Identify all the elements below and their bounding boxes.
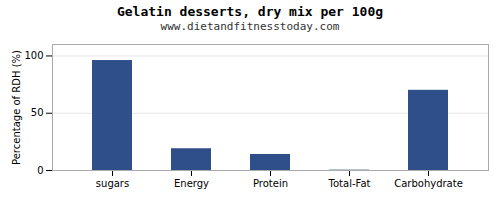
svg-text:Protein: Protein: [253, 178, 288, 189]
svg-text:sugars: sugars: [96, 178, 129, 189]
svg-text:Energy: Energy: [174, 178, 209, 189]
svg-text:Total-Fat: Total-Fat: [328, 178, 371, 189]
svg-text:Percentage of RDH (%): Percentage of RDH (%): [11, 50, 22, 165]
html-text:www.dietandfitnesstoday.com: www.dietandfitnesstoday.com: [160, 20, 340, 33]
svg-text:100: 100: [24, 50, 43, 61]
svg-text:0: 0: [37, 165, 43, 176]
html-text:Gelatin desserts, dry mix per: Gelatin desserts, dry mix per 100g: [116, 4, 383, 19]
svg-text:50: 50: [31, 107, 44, 118]
svg-text:Carbohydrate: Carbohydrate: [394, 178, 463, 189]
